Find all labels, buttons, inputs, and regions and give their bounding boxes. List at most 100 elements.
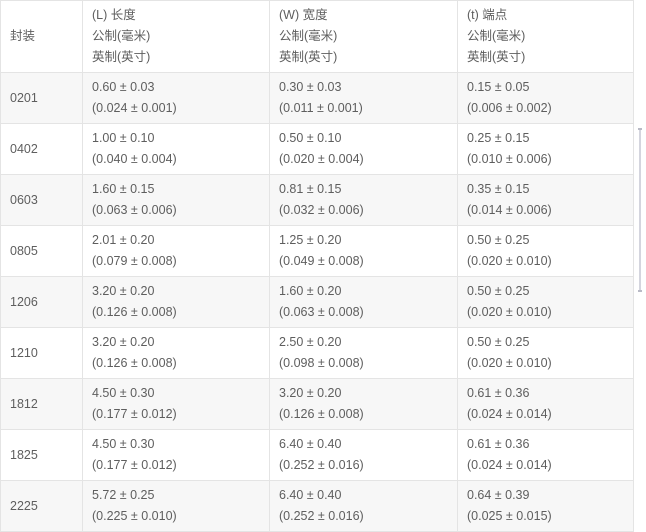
length-metric-value: 4.50 ± 0.30 bbox=[92, 386, 155, 400]
terminal-metric-value: 0.50 ± 0.25 bbox=[467, 233, 530, 247]
length-cell: 1.00 ± 0.10 (0.040 ± 0.004) bbox=[82, 123, 270, 175]
width-cell: 0.30 ± 0.03 (0.011 ± 0.001) bbox=[269, 72, 458, 124]
table-row: 1812 4.50 ± 0.30 (0.177 ± 0.012) 3.20 ± … bbox=[0, 378, 634, 430]
package-code: 1206 bbox=[10, 294, 38, 309]
table-row: 0201 0.60 ± 0.03 (0.024 ± 0.001) 0.30 ± … bbox=[0, 72, 634, 124]
header-length: (L) 长度 公制(毫米) 英制(英寸) bbox=[82, 0, 270, 73]
package-cell: 1825 bbox=[0, 429, 83, 481]
scrollbar-thumb[interactable] bbox=[638, 128, 642, 292]
terminal-cell: 0.61 ± 0.36 (0.024 ± 0.014) bbox=[457, 378, 634, 430]
terminal-metric-value: 0.61 ± 0.36 bbox=[467, 386, 530, 400]
length-metric-value: 0.60 ± 0.03 bbox=[92, 80, 155, 94]
width-metric-value: 1.25 ± 0.20 bbox=[279, 233, 342, 247]
width-cell: 1.25 ± 0.20 (0.049 ± 0.008) bbox=[269, 225, 458, 277]
package-cell: 0805 bbox=[0, 225, 83, 277]
length-imperial-value: (0.079 ± 0.008) bbox=[92, 254, 177, 268]
width-metric-value: 0.81 ± 0.15 bbox=[279, 182, 342, 196]
terminal-metric-value: 0.15 ± 0.05 bbox=[467, 80, 530, 94]
width-imperial-value: (0.011 ± 0.001) bbox=[279, 101, 363, 115]
header-terminal: (t) 端点 公制(毫米) 英制(英寸) bbox=[457, 0, 634, 73]
table-header: 封装 (L) 长度 公制(毫米) 英制(英寸) (W) 宽度 公制(毫米) 英制… bbox=[0, 0, 634, 73]
terminal-metric-value: 0.64 ± 0.39 bbox=[467, 488, 530, 502]
width-cell: 0.81 ± 0.15 (0.032 ± 0.006) bbox=[269, 174, 458, 226]
table-row: 2225 5.72 ± 0.25 (0.225 ± 0.010) 6.40 ± … bbox=[0, 480, 634, 532]
width-imperial-value: (0.032 ± 0.006) bbox=[279, 203, 364, 217]
length-imperial-value: (0.126 ± 0.008) bbox=[92, 356, 177, 370]
length-cell: 3.20 ± 0.20 (0.126 ± 0.008) bbox=[82, 327, 270, 379]
header-width: (W) 宽度 公制(毫米) 英制(英寸) bbox=[269, 0, 458, 73]
package-cell: 0603 bbox=[0, 174, 83, 226]
package-code: 0805 bbox=[10, 243, 38, 258]
width-metric-value: 1.60 ± 0.20 bbox=[279, 284, 342, 298]
length-metric-value: 1.60 ± 0.15 bbox=[92, 182, 155, 196]
terminal-cell: 0.15 ± 0.05 (0.006 ± 0.002) bbox=[457, 72, 634, 124]
length-metric-value: 4.50 ± 0.30 bbox=[92, 437, 155, 451]
terminal-imperial-value: (0.020 ± 0.010) bbox=[467, 305, 552, 319]
length-imperial-value: (0.024 ± 0.001) bbox=[92, 101, 177, 115]
package-cell: 0402 bbox=[0, 123, 83, 175]
length-cell: 2.01 ± 0.20 (0.079 ± 0.008) bbox=[82, 225, 270, 277]
package-code: 1210 bbox=[10, 345, 38, 360]
terminal-metric-value: 0.50 ± 0.25 bbox=[467, 284, 530, 298]
terminal-imperial-value: (0.024 ± 0.014) bbox=[467, 407, 552, 421]
width-metric-value: 3.20 ± 0.20 bbox=[279, 386, 342, 400]
terminal-imperial-value: (0.024 ± 0.014) bbox=[467, 458, 552, 472]
width-imperial-value: (0.020 ± 0.004) bbox=[279, 152, 364, 166]
length-cell: 4.50 ± 0.30 (0.177 ± 0.012) bbox=[82, 378, 270, 430]
header-terminal-metric-label: 公制(毫米) bbox=[467, 29, 526, 43]
package-cell: 2225 bbox=[0, 480, 83, 532]
width-imperial-value: (0.126 ± 0.008) bbox=[279, 407, 364, 421]
terminal-cell: 0.50 ± 0.25 (0.020 ± 0.010) bbox=[457, 327, 634, 379]
table-row: 0603 1.60 ± 0.15 (0.063 ± 0.006) 0.81 ± … bbox=[0, 174, 634, 226]
header-length-imperial-label: 英制(英寸) bbox=[92, 50, 151, 64]
width-imperial-value: (0.049 ± 0.008) bbox=[279, 254, 364, 268]
table-body: 0201 0.60 ± 0.03 (0.024 ± 0.001) 0.30 ± … bbox=[0, 72, 634, 532]
terminal-cell: 0.50 ± 0.25 (0.020 ± 0.010) bbox=[457, 225, 634, 277]
length-imperial-value: (0.177 ± 0.012) bbox=[92, 458, 177, 472]
length-imperial-value: (0.040 ± 0.004) bbox=[92, 152, 177, 166]
length-cell: 5.72 ± 0.25 (0.225 ± 0.010) bbox=[82, 480, 270, 532]
width-metric-value: 2.50 ± 0.20 bbox=[279, 335, 342, 349]
width-cell: 3.20 ± 0.20 (0.126 ± 0.008) bbox=[269, 378, 458, 430]
terminal-metric-value: 0.50 ± 0.25 bbox=[467, 335, 530, 349]
width-metric-value: 6.40 ± 0.40 bbox=[279, 437, 342, 451]
length-imperial-value: (0.177 ± 0.012) bbox=[92, 407, 177, 421]
header-package-label: 封装 bbox=[10, 29, 36, 43]
table-row: 0402 1.00 ± 0.10 (0.040 ± 0.004) 0.50 ± … bbox=[0, 123, 634, 175]
width-cell: 0.50 ± 0.10 (0.020 ± 0.004) bbox=[269, 123, 458, 175]
header-package: 封装 bbox=[0, 0, 83, 73]
width-imperial-value: (0.252 ± 0.016) bbox=[279, 458, 364, 472]
package-code: 1825 bbox=[10, 447, 38, 462]
terminal-metric-value: 0.61 ± 0.36 bbox=[467, 437, 530, 451]
width-cell: 1.60 ± 0.20 (0.063 ± 0.008) bbox=[269, 276, 458, 328]
length-metric-value: 3.20 ± 0.20 bbox=[92, 284, 155, 298]
terminal-imperial-value: (0.020 ± 0.010) bbox=[467, 254, 552, 268]
package-code: 1812 bbox=[10, 396, 38, 411]
terminal-cell: 0.50 ± 0.25 (0.020 ± 0.010) bbox=[457, 276, 634, 328]
width-imperial-value: (0.098 ± 0.008) bbox=[279, 356, 364, 370]
length-metric-value: 5.72 ± 0.25 bbox=[92, 488, 155, 502]
terminal-cell: 0.61 ± 0.36 (0.024 ± 0.014) bbox=[457, 429, 634, 481]
length-imperial-value: (0.225 ± 0.010) bbox=[92, 509, 177, 523]
header-terminal-title: (t) 端点 bbox=[467, 8, 508, 22]
package-cell: 0201 bbox=[0, 72, 83, 124]
package-code: 0603 bbox=[10, 192, 38, 207]
width-metric-value: 0.30 ± 0.03 bbox=[279, 80, 342, 94]
terminal-imperial-value: (0.020 ± 0.010) bbox=[467, 356, 552, 370]
header-width-imperial-label: 英制(英寸) bbox=[279, 50, 338, 64]
width-cell: 6.40 ± 0.40 (0.252 ± 0.016) bbox=[269, 429, 458, 481]
terminal-cell: 0.35 ± 0.15 (0.014 ± 0.006) bbox=[457, 174, 634, 226]
width-cell: 6.40 ± 0.40 (0.252 ± 0.016) bbox=[269, 480, 458, 532]
package-cell: 1210 bbox=[0, 327, 83, 379]
terminal-imperial-value: (0.006 ± 0.002) bbox=[467, 101, 552, 115]
length-metric-value: 3.20 ± 0.20 bbox=[92, 335, 155, 349]
length-imperial-value: (0.063 ± 0.006) bbox=[92, 203, 177, 217]
table-row: 0805 2.01 ± 0.20 (0.079 ± 0.008) 1.25 ± … bbox=[0, 225, 634, 277]
package-cell: 1812 bbox=[0, 378, 83, 430]
width-cell: 2.50 ± 0.20 (0.098 ± 0.008) bbox=[269, 327, 458, 379]
header-length-title: (L) 长度 bbox=[92, 8, 136, 22]
length-cell: 0.60 ± 0.03 (0.024 ± 0.001) bbox=[82, 72, 270, 124]
length-cell: 4.50 ± 0.30 (0.177 ± 0.012) bbox=[82, 429, 270, 481]
terminal-imperial-value: (0.025 ± 0.015) bbox=[467, 509, 552, 523]
